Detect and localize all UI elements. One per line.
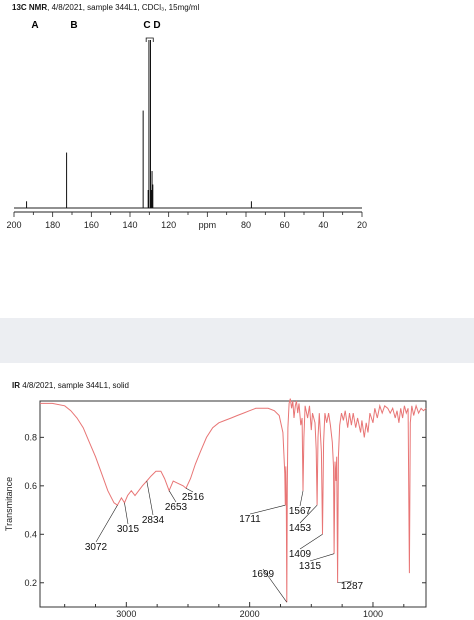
ir-caption: IR 4/8/2021, sample 344L1, solid xyxy=(12,381,129,390)
ir-peak-leader xyxy=(95,505,118,543)
ir-peak-label: 1453 xyxy=(289,523,312,534)
nmr-tick-label: 140 xyxy=(122,220,137,230)
ir-peak-label: 1699 xyxy=(252,569,275,580)
nmr-tick-label: 200 xyxy=(6,220,21,230)
ir-y-tick-label: 0.6 xyxy=(24,481,37,491)
ir-plot-frame xyxy=(39,400,427,608)
ir-peak-leader xyxy=(185,487,194,493)
ir-peak-label: 1287 xyxy=(341,581,364,592)
nmr-tick-label: 180 xyxy=(45,220,60,230)
ir-peak-label: 1409 xyxy=(289,549,312,560)
nmr-spectrum-chart: 200 180 160 140 120 ppm 80 60 40 20 A B C D xyxy=(6,20,367,230)
ir-peak-leader xyxy=(309,553,335,562)
nmr-tick-label: 60 xyxy=(280,220,290,230)
ir-peak-leader xyxy=(146,480,154,516)
ir-peak-label: 3072 xyxy=(85,542,108,553)
ir-peak-leader xyxy=(299,534,323,550)
ir-x-tick-label: 1000 xyxy=(363,609,383,619)
ir-peak-label: 1567 xyxy=(289,506,312,517)
ir-peak-leader xyxy=(299,505,318,524)
ir-peak-leader xyxy=(262,568,288,603)
nmr-panel: 13C NMR, 4/8/2021, sample 344L1, CDCl₃, … xyxy=(6,3,368,230)
ir-peak-leader xyxy=(168,490,177,503)
ir-spectrum-chart: 0.2 0.4 0.6 0.8 3000 2000 1000 Transmitance 3072… xyxy=(4,398,427,619)
nmr-tick-label: 80 xyxy=(241,220,251,230)
nmr-tick-label: ppm xyxy=(199,220,217,230)
ir-peak-label: 1315 xyxy=(299,561,322,572)
ir-x-tick-label: 3000 xyxy=(116,609,136,619)
nmr-label-cd: C D xyxy=(143,20,160,31)
nmr-tick-label: 40 xyxy=(318,220,328,230)
nmr-label-a: A xyxy=(31,20,38,31)
nmr-bracket-cd xyxy=(145,37,154,42)
nmr-tick-label: 160 xyxy=(84,220,99,230)
ir-spectrum-line xyxy=(40,398,427,603)
ir-y-tick-label: 0.8 xyxy=(24,432,37,442)
ir-peak-leader xyxy=(124,502,129,525)
nmr-caption: 13C NMR, 4/8/2021, sample 344L1, CDCl₃, … xyxy=(12,3,200,12)
ir-peak-label: 1711 xyxy=(239,514,261,525)
ir-panel: IR 4/8/2021, sample 344L1, solid 0.2 0.4 0… xyxy=(0,363,474,620)
ir-x-tick-label: 2000 xyxy=(240,609,260,619)
ir-y-tick-label: 0.2 xyxy=(24,578,37,588)
ir-peak-label: 2516 xyxy=(182,492,205,503)
ir-peak-label: 2653 xyxy=(165,502,188,513)
nmr-tick-label: 20 xyxy=(357,220,367,230)
ir-peak-leader xyxy=(337,580,353,584)
ir-y-tick-label: 0.4 xyxy=(24,529,37,539)
ir-peak-leader xyxy=(299,490,304,507)
ir-peak-label: 3015 xyxy=(117,524,140,535)
nmr-label-b: B xyxy=(70,20,77,31)
nmr-tick-label: 120 xyxy=(161,220,176,230)
ir-y-axis-label: Transmitance xyxy=(4,477,14,531)
ir-peak-label: 2834 xyxy=(142,515,165,526)
panel-divider xyxy=(0,318,474,363)
ir-peak-leader xyxy=(249,504,286,515)
